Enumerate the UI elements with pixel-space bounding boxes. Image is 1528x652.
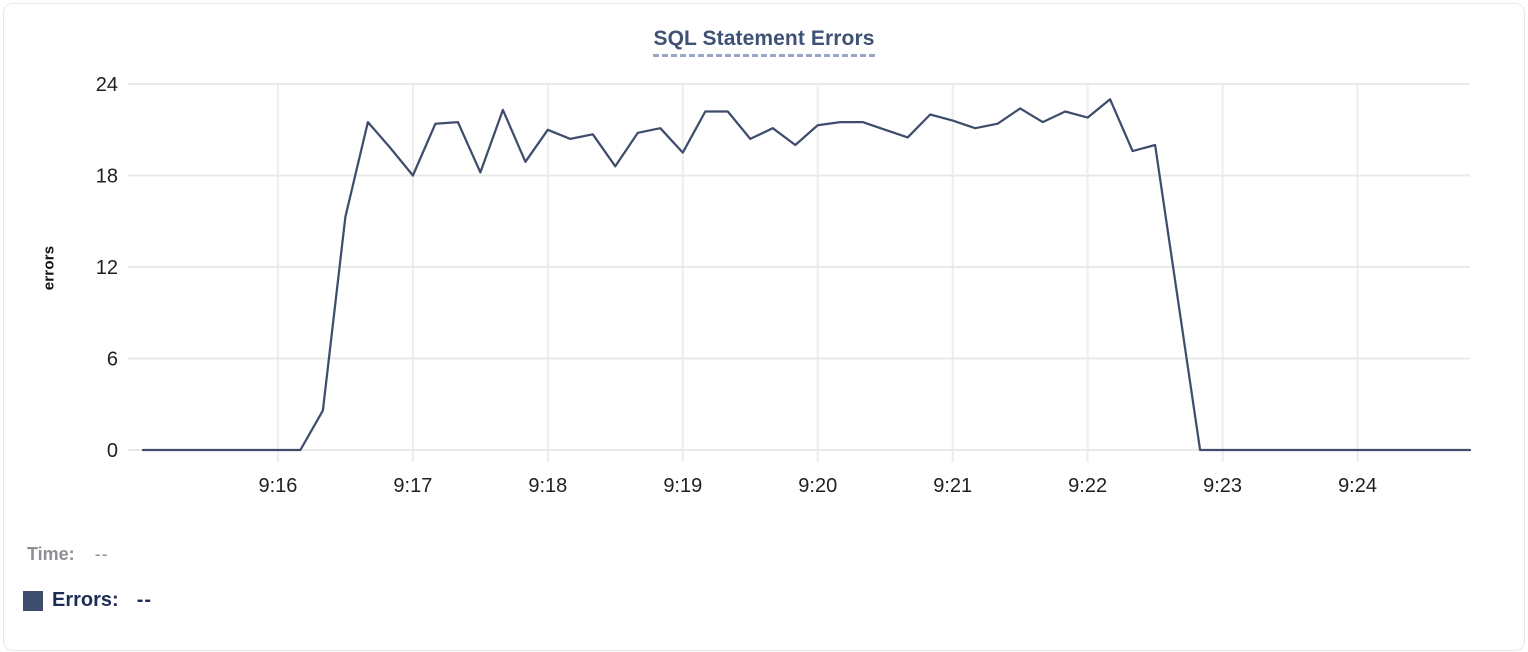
svg-text:18: 18	[96, 166, 118, 188]
gridlines	[128, 83, 1470, 462]
svg-text:9:24: 9:24	[1338, 475, 1377, 497]
chart-title[interactable]: SQL Statement Errors	[653, 27, 875, 57]
y-axis-label: errors	[40, 245, 58, 291]
readout-time-label: Time:	[27, 544, 75, 564]
readout-time-value: --	[94, 544, 109, 564]
readout-errors-row: Errors: --	[23, 589, 152, 612]
errors-series-swatch	[23, 590, 43, 611]
svg-text:9:17: 9:17	[393, 475, 432, 497]
line-chart[interactable]: 0 6 12 18 24 9:16 9:17 9:18 9:19 9:20 9:21 9:22 9:23…	[0, 0, 1528, 512]
svg-text:9:20: 9:20	[798, 475, 837, 497]
svg-text:9:21: 9:21	[933, 475, 972, 497]
svg-text:24: 24	[96, 74, 118, 96]
svg-text:9:19: 9:19	[663, 475, 702, 497]
readout-errors-value: --	[136, 589, 153, 611]
svg-text:9:22: 9:22	[1068, 475, 1107, 497]
chart-header: SQL Statement Errors	[0, 27, 1528, 57]
svg-text:9:23: 9:23	[1203, 475, 1242, 497]
svg-text:9:16: 9:16	[258, 475, 297, 497]
x-axis-tick-labels: 9:16 9:17 9:18 9:19 9:20 9:21 9:22 9:23 9:24	[258, 475, 1377, 497]
readout-errors-label: Errors:	[52, 589, 119, 611]
errors-series-line	[141, 98, 1472, 452]
y-axis-tick-labels: 0 6 12 18 24	[96, 74, 118, 462]
svg-text:9:18: 9:18	[528, 475, 567, 497]
readout-time-row: Time: --	[27, 544, 109, 565]
svg-text:6: 6	[107, 349, 118, 371]
svg-text:12: 12	[96, 257, 118, 279]
svg-text:0: 0	[107, 440, 118, 462]
chart-card	[3, 3, 1525, 651]
